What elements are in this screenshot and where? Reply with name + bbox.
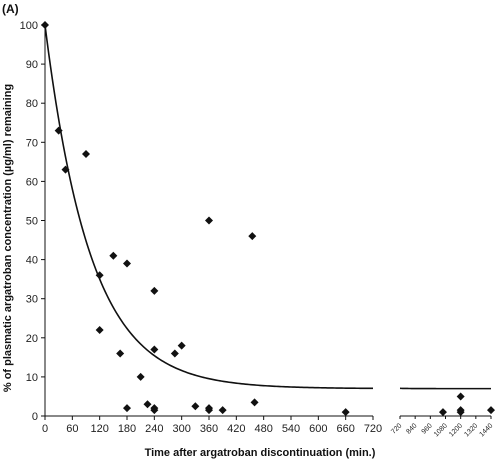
data-point-diamond	[150, 406, 159, 415]
y-tick-label: 80	[26, 98, 38, 110]
data-point-diamond	[123, 259, 131, 268]
y-tick-label: 90	[26, 59, 38, 71]
x-tick-label: 480	[254, 423, 272, 435]
data-point-diamond	[341, 408, 350, 417]
data-point-diamond	[487, 406, 495, 415]
data-point-diamond	[250, 398, 259, 407]
x-axis-title: Time after argatroban discontinuation (m…	[145, 447, 376, 459]
x-tick-label: 540	[282, 423, 300, 435]
x-tick-label: 720	[364, 423, 382, 435]
y-tick-label: 10	[26, 372, 38, 384]
data-point-diamond	[95, 271, 104, 280]
data-point-diamond	[438, 408, 447, 417]
data-point-diamond	[218, 406, 227, 415]
x-tick-label-segment-2: 1200	[448, 422, 464, 438]
data-point-diamond	[191, 402, 200, 411]
panel-label: (A)	[2, 2, 19, 16]
y-tick-label: 30	[26, 294, 38, 306]
x-tick-label: 240	[145, 423, 163, 435]
data-point-diamond	[205, 406, 213, 415]
y-tick-label: 70	[26, 137, 38, 149]
x-tick-label-segment-2: 1320	[463, 422, 479, 438]
y-tick-label: 60	[26, 176, 38, 188]
data-point-diamond	[150, 345, 159, 354]
data-point-diamond	[456, 408, 465, 417]
axes-group: 0 10 20 30 40 50 60 70 80 90 100 0 60 120 180 240 300 360…	[20, 20, 495, 438]
x-tick-label-segment-2: 720	[390, 422, 403, 435]
data-point-diamond	[123, 404, 131, 413]
data-point-diamond	[41, 21, 49, 29]
x-tick-label: 60	[66, 423, 78, 435]
data-point-diamond	[116, 349, 125, 358]
x-tick-label: 360	[200, 423, 218, 435]
data-point-diamond	[82, 150, 90, 159]
x-tick-label-segment-2: 1080	[433, 422, 449, 438]
data-point-diamond	[177, 341, 186, 350]
x-tick-label: 300	[172, 423, 190, 435]
data-point-diamond	[54, 126, 63, 135]
data-point-diamond	[95, 325, 104, 334]
data-point-diamond	[61, 165, 70, 174]
y-axis-title: % of plasmatic argatroban concentration …	[2, 84, 14, 392]
data-point-diamond	[170, 349, 179, 358]
data-point-diamond	[150, 286, 159, 295]
data-point-diamond	[143, 400, 152, 409]
x-tick-label: 0	[42, 423, 48, 435]
x-tick-label: 420	[227, 423, 245, 435]
data-point-diamond	[136, 372, 145, 381]
y-tick-label: 50	[26, 216, 38, 228]
data-point-diamond	[248, 232, 257, 241]
x-tick-label: 600	[309, 423, 327, 435]
x-tick-label: 180	[118, 423, 136, 435]
y-tick-label: 20	[26, 333, 38, 345]
x-tick-label: 660	[336, 423, 354, 435]
fit-curve-segment-1	[44, 24, 374, 390]
fit-curve-group	[44, 24, 491, 390]
data-point-diamond	[109, 251, 118, 260]
data-point-diamond	[456, 392, 465, 401]
data-point-diamond	[205, 216, 213, 225]
x-tick-label: 120	[90, 423, 108, 435]
x-tick-label-segment-2: 840	[405, 422, 418, 435]
x-tick-label-segment-2: 1440	[478, 422, 494, 438]
y-tick-label: 40	[26, 255, 38, 267]
y-tick-label: 0	[32, 411, 38, 423]
y-tick-label: 100	[20, 20, 38, 32]
data-points-group	[41, 21, 495, 417]
